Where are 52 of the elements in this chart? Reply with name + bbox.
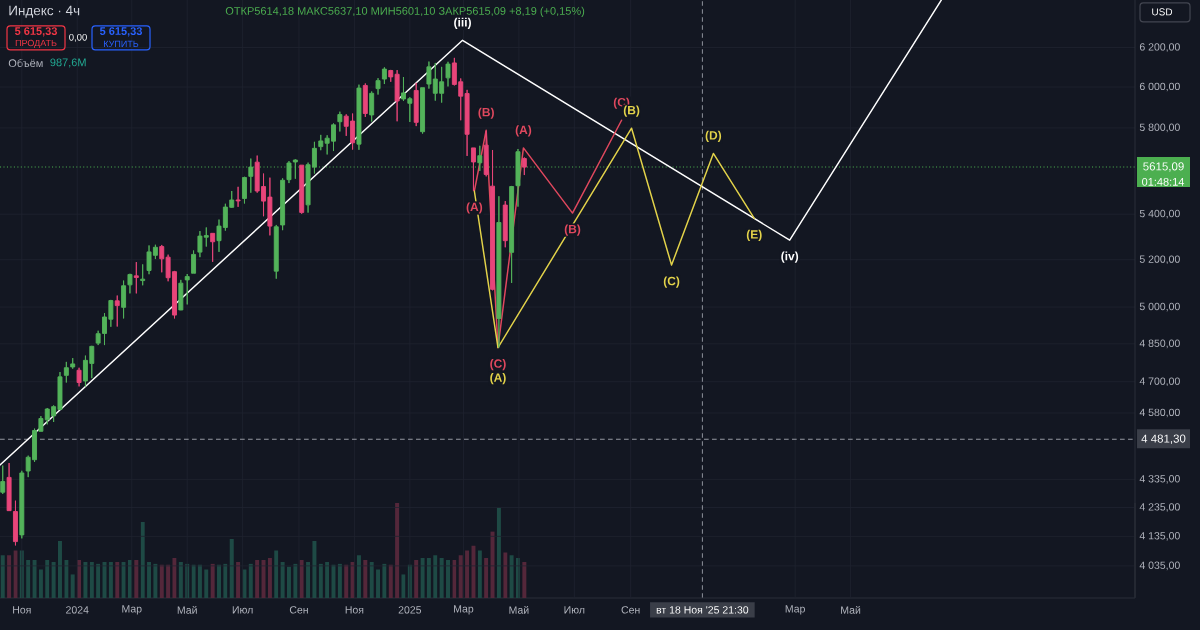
x-tick-label: Май [509, 605, 529, 614]
y-tick-label: 4 850,00 [1139, 339, 1180, 349]
data-label: (B) [564, 224, 581, 236]
data-label: (A) [466, 202, 483, 214]
annotation: 5 615,33 [14, 27, 58, 37]
x-tick-label: Сен [621, 606, 640, 614]
annotation: 987,6M [50, 58, 86, 68]
chart-title: Объём [8, 58, 43, 68]
data-label: (C) [490, 358, 506, 371]
y-tick-label: 5 800,00 [1139, 123, 1180, 133]
ref-line-label: 4 481,30 [1141, 434, 1186, 445]
y-tick-label: 5 400,00 [1139, 209, 1180, 219]
y-tick-label: 4 235,00 [1139, 503, 1180, 512]
annotation: ПРОДАТЬ [15, 39, 57, 48]
annotation: 5 615,33 [99, 27, 143, 37]
data-label: (A) [515, 125, 532, 137]
y-tick-label: 4 580,00 [1139, 408, 1180, 418]
data-label: (D) [705, 130, 722, 143]
x-tick-label: Мар [785, 605, 805, 615]
x-tick-label: 2025 [398, 606, 422, 614]
x-tick-label: Май [841, 605, 861, 614]
x-tick-label: Сен [289, 606, 308, 614]
x-tick-label: Май [177, 605, 197, 614]
ref-line-label: вт 18 Ноя '25 21:30 [656, 606, 749, 614]
annotation: КУПИТЬ [104, 40, 139, 47]
x-tick-label: Ноя [345, 606, 364, 614]
y-tick-label: 5 000,00 [1139, 302, 1180, 312]
data-label: (A) [490, 372, 506, 385]
ref-line-label: 5615,09 [1143, 162, 1184, 172]
x-tick-label: Июл [564, 606, 585, 614]
data-label: (B) [478, 107, 494, 119]
x-tick-label: Ноя [13, 606, 31, 614]
x-tick-label: 2024 [66, 606, 89, 614]
data-label: (iv) [781, 251, 799, 263]
annotation: 0,00 [69, 33, 87, 42]
data-label: (C) [663, 276, 680, 288]
y-tick-label: 5 200,00 [1139, 255, 1180, 265]
y-tick-label: 4 135,00 [1139, 532, 1180, 541]
x-tick-label: Мар [122, 605, 142, 615]
x-tick-label: Мар [454, 605, 474, 615]
y-tick-label: 4 700,00 [1139, 377, 1180, 387]
y-tick-label: 6 200,00 [1139, 43, 1180, 52]
chart-title: Индекс · 4ч [9, 5, 80, 18]
y-tick-label: 6 000,00 [1139, 82, 1180, 92]
x-tick-label: Июл [232, 606, 253, 614]
text: 01:48:14 [1142, 177, 1185, 186]
text: ОТКР5614,18 МАКС5637,10 МИН5601,10 ЗАКР5615,09 +8,19 (+0,15%) [225, 6, 585, 17]
y-tick-label: 4 035,00 [1139, 561, 1180, 571]
data-label: (iii) [454, 17, 471, 29]
data-label: (E) [746, 229, 762, 242]
text: USD [1152, 8, 1173, 16]
y-tick-label: 4 335,00 [1139, 475, 1180, 484]
